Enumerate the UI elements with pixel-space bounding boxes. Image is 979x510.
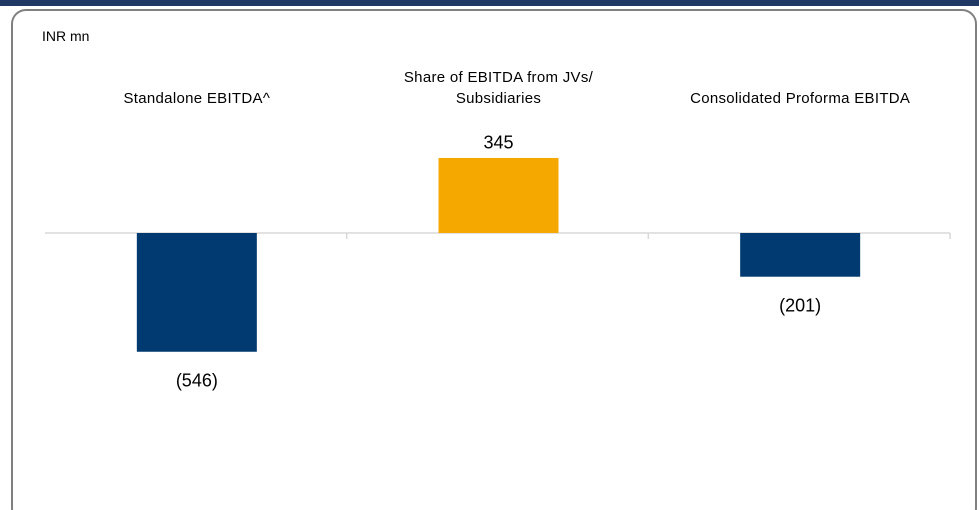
top-bar bbox=[0, 0, 979, 6]
bar bbox=[136, 233, 257, 352]
category-label: Consolidated Proforma EBITDA bbox=[690, 90, 911, 107]
frame bbox=[11, 9, 977, 510]
value-label: 345 bbox=[483, 133, 513, 153]
bar bbox=[740, 233, 861, 277]
value-label: (546) bbox=[176, 371, 218, 391]
category-label: Share of EBITDA from JVs/ Subsidiaries bbox=[403, 69, 594, 107]
value-label: (201) bbox=[779, 295, 821, 315]
category-label: Standalone EBITDA^ bbox=[123, 90, 271, 107]
unit-label: INR mn bbox=[42, 28, 90, 44]
bar bbox=[438, 157, 559, 233]
